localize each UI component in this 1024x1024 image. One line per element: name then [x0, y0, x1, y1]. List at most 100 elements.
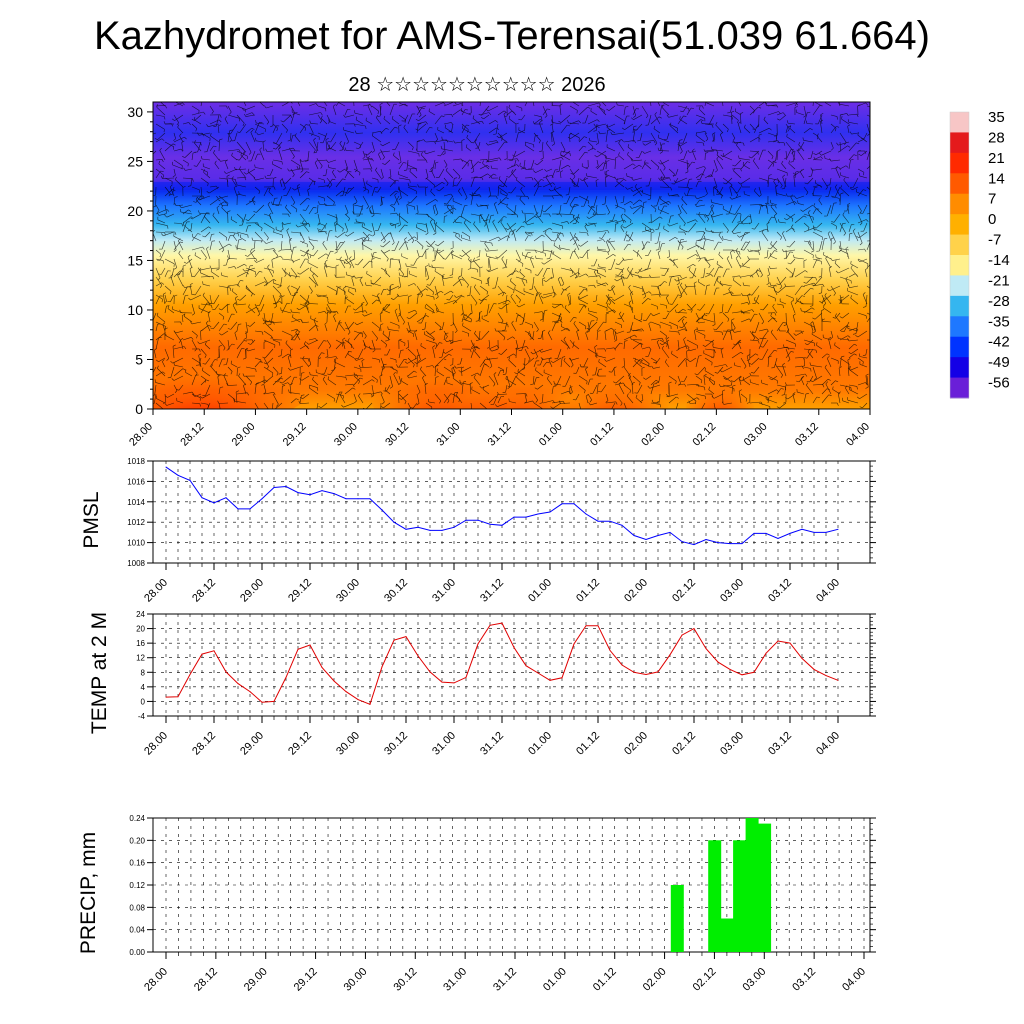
- pmsl-point-3: [201, 497, 203, 499]
- pmsl-point-12: [309, 494, 311, 496]
- colorbar-label: 21: [988, 150, 1005, 167]
- colorbar-frame: [949, 111, 970, 399]
- pmsl-xtick-label: 29.12: [286, 577, 314, 605]
- wind-barbs: [153, 102, 870, 409]
- pmsl-point-37: [609, 520, 611, 522]
- cs-xtick-label: 01.00: [537, 421, 565, 449]
- temp2m-point-3: [201, 653, 203, 655]
- pmsl-point-28: [501, 524, 503, 526]
- pmsl-point-16: [357, 498, 359, 500]
- temp2m-point-19: [393, 639, 395, 641]
- pmsl-point-10: [285, 486, 287, 487]
- pmsl-point-54: [813, 531, 815, 533]
- pmsl-point-7: [249, 508, 251, 510]
- temp2m-point-16: [357, 699, 359, 701]
- precip-xtick-label: 02.00: [641, 966, 669, 994]
- pmsl-xtick-label: 01.12: [574, 577, 602, 605]
- cs-xtick-label: 02.12: [691, 421, 719, 449]
- temp2m-point-44: [693, 628, 695, 630]
- pmsl-point-49: [753, 532, 755, 534]
- pmsl-point-18: [381, 509, 383, 511]
- temp2m-xtick-label: 02.12: [670, 730, 698, 758]
- temp2m-xtick-label: 01.12: [574, 730, 602, 758]
- pmsl-xtick-label: 03.12: [766, 577, 794, 605]
- colorbar-swatch-3: [950, 173, 969, 195]
- pmsl-xtick-label: 30.00: [334, 577, 362, 605]
- precip-bar-41: [670, 885, 684, 952]
- temp2m-xtick-label: 30.12: [382, 730, 410, 758]
- colorbar-label: -21: [988, 272, 1010, 289]
- pmsl-point-34: [573, 503, 575, 505]
- pmsl-point-52: [789, 532, 791, 534]
- cs-ytick-label: 0: [135, 401, 143, 417]
- temp2m-point-14: [333, 680, 335, 682]
- temp2m-point-15: [345, 691, 347, 693]
- temp2m-point-31: [537, 672, 539, 674]
- pmsl-point-24: [453, 526, 455, 528]
- pmsl-point-38: [621, 524, 623, 526]
- precip-xtick-label: 29.00: [242, 966, 270, 994]
- temp2m-point-7: [249, 691, 251, 693]
- temp2m-points: [165, 622, 839, 705]
- cs-xtick-label: 03.00: [742, 421, 770, 449]
- pmsl-point-5: [225, 497, 227, 499]
- pmsl-point-39: [633, 535, 635, 536]
- pmsl-points: [165, 466, 839, 546]
- pmsl-point-40: [645, 539, 647, 540]
- cs-xtick-label: 30.00: [332, 421, 360, 449]
- pmsl-point-50: [765, 532, 767, 534]
- precip-ytick-label: 0.24: [129, 814, 145, 823]
- precip-panel: 0.00 0.04 0.08 0.12 0.16 0.20 0.24 28.00 28.12 29…: [77, 814, 876, 994]
- colorbar-label: -35: [988, 313, 1010, 330]
- pmsl-point-23: [441, 529, 443, 531]
- pmsl-point-48: [741, 543, 743, 545]
- cs-ytick-label: 25: [127, 153, 143, 169]
- cs-xtick-label: 31.00: [434, 421, 462, 449]
- temp2m-xtick-label: 28.00: [142, 730, 170, 758]
- pmsl-point-30: [525, 516, 527, 518]
- temp2m-point-1: [177, 696, 179, 698]
- temp2m-point-39: [633, 671, 635, 673]
- temp2m-point-46: [717, 661, 719, 663]
- pmsl-point-2: [189, 479, 191, 481]
- temp2m-point-49: [753, 671, 755, 673]
- colorbar-label: -7: [988, 232, 1001, 249]
- temp2m-point-56: [837, 679, 839, 681]
- temp2m-point-8: [261, 701, 263, 703]
- pmsl-point-44: [693, 544, 695, 546]
- temp2m-point-22: [429, 671, 431, 673]
- colorbar-label: -28: [988, 293, 1010, 310]
- precip-xtick-label: 28.12: [192, 966, 220, 994]
- pmsl-point-33: [561, 503, 563, 505]
- temp2m-point-52: [789, 642, 791, 644]
- pmsl-point-55: [825, 531, 827, 533]
- cs-xtick-label: 04.00: [844, 421, 872, 449]
- cs-xtick-label: 28.12: [178, 421, 206, 449]
- pmsl-point-36: [597, 520, 599, 522]
- warm-cell-3: [685, 370, 755, 409]
- pmsl-point-13: [321, 490, 323, 492]
- temp2m-frame: [152, 613, 871, 717]
- pmsl-point-51: [777, 538, 779, 539]
- pmsl-point-20: [405, 528, 407, 530]
- colorbar-label: -14: [988, 252, 1010, 269]
- temp2m-xtick-label: 04.00: [814, 730, 842, 758]
- precip-xtick-label: 31.12: [491, 966, 519, 994]
- temp2m-point-0: [165, 696, 167, 698]
- pmsl-xtick-label: 28.00: [142, 577, 170, 605]
- precip-ytick-label: 0.04: [129, 926, 145, 935]
- temp2m-point-50: [765, 652, 767, 654]
- temp2m-point-53: [801, 657, 803, 659]
- pmsl-point-45: [705, 539, 707, 540]
- temp2m-point-48: [741, 674, 743, 676]
- temp2m-point-54: [813, 668, 815, 670]
- pmsl-grid: [153, 461, 870, 563]
- temp2m-point-30: [525, 665, 527, 667]
- pmsl-point-8: [261, 498, 263, 500]
- temp2m-point-24: [453, 682, 455, 684]
- page-subtitle: 28 ☆☆☆☆☆☆☆☆☆☆ 2026: [348, 74, 606, 96]
- temp2m-point-37: [609, 649, 611, 651]
- cs-ytick-label: 10: [127, 302, 143, 318]
- pmsl-point-14: [333, 493, 335, 495]
